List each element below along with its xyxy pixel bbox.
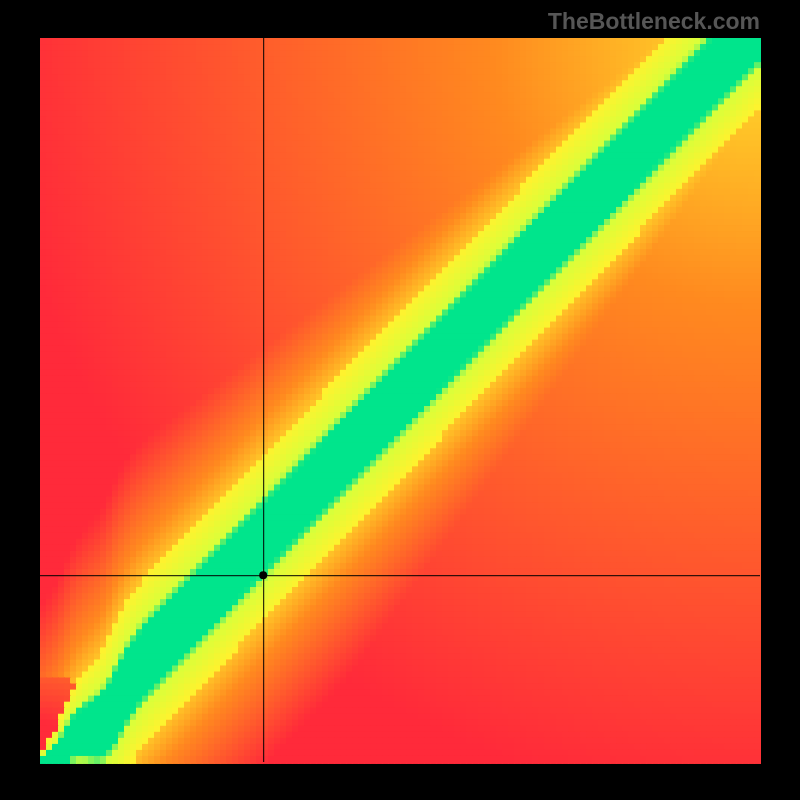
bottleneck-heatmap — [0, 0, 800, 800]
watermark-text: TheBottleneck.com — [548, 8, 760, 35]
